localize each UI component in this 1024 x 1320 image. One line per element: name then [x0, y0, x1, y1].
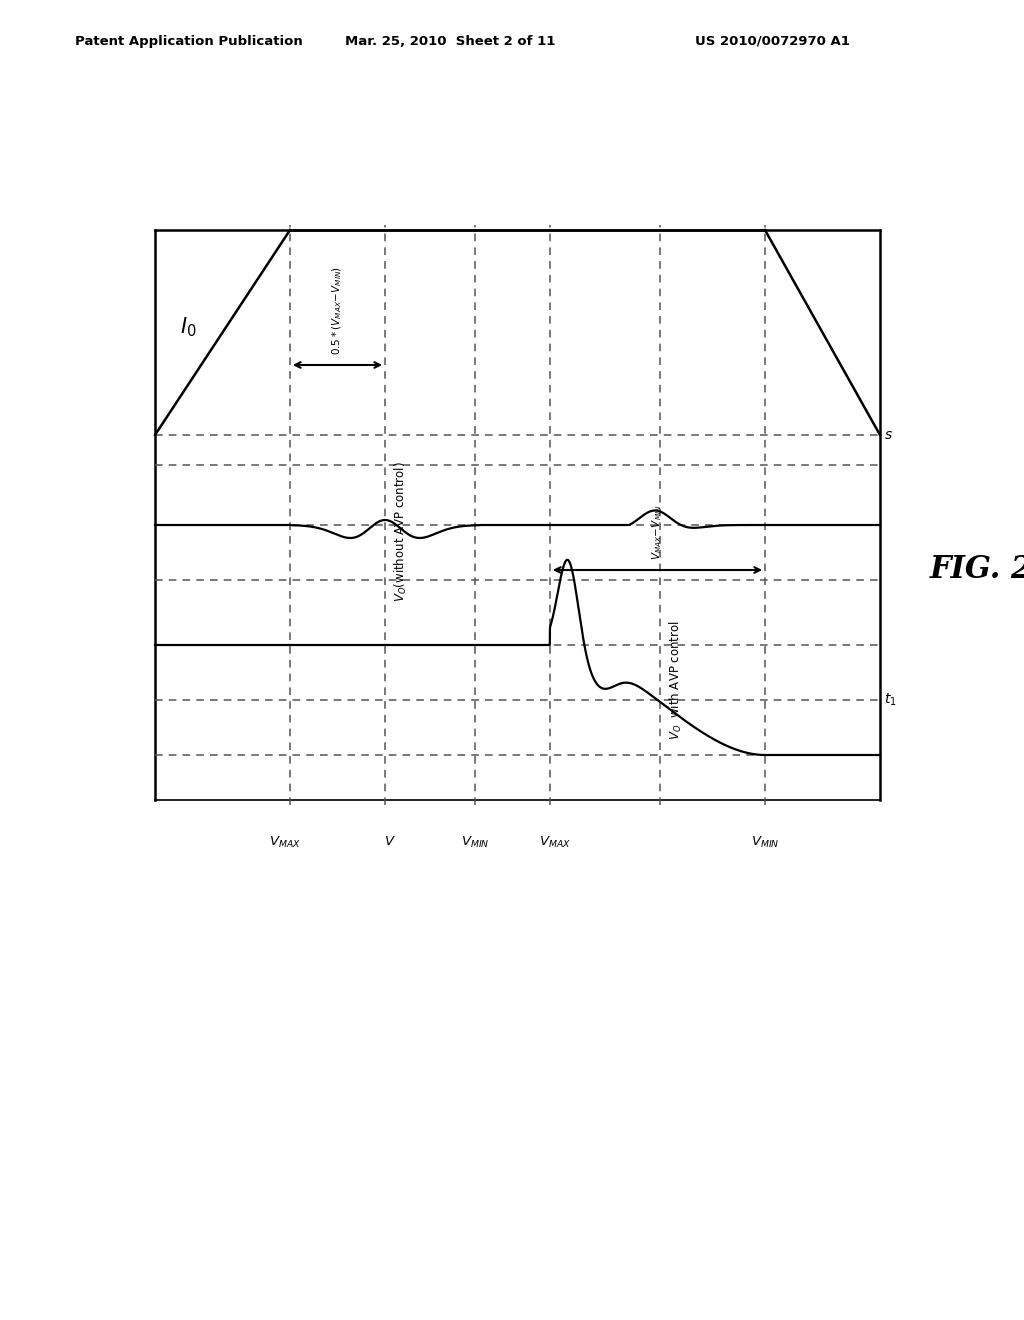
Text: $V_O$  with AVP control: $V_O$ with AVP control	[668, 620, 684, 741]
Text: Mar. 25, 2010  Sheet 2 of 11: Mar. 25, 2010 Sheet 2 of 11	[345, 36, 555, 48]
Text: $s$: $s$	[884, 428, 893, 442]
Text: $V_{MIN}$: $V_{MIN}$	[461, 836, 489, 850]
Text: $V_{MIN}$: $V_{MIN}$	[751, 836, 779, 850]
Text: $I_0$: $I_0$	[180, 315, 197, 339]
Text: $V_{MAX}\!-\!V_{MIN}$: $V_{MAX}\!-\!V_{MIN}$	[650, 504, 665, 560]
Text: $V_{MAX}$: $V_{MAX}$	[539, 836, 571, 850]
Text: $0.5*(V_{MAX}\!-\!V_{MIN})$: $0.5*(V_{MAX}\!-\!V_{MIN})$	[331, 265, 344, 355]
Text: $V_{MAX}$: $V_{MAX}$	[269, 836, 301, 850]
Text: US 2010/0072970 A1: US 2010/0072970 A1	[695, 36, 850, 48]
Text: $V_O$(without AVP control): $V_O$(without AVP control)	[393, 462, 410, 602]
Text: Patent Application Publication: Patent Application Publication	[75, 36, 303, 48]
Text: FIG. 2: FIG. 2	[930, 554, 1024, 586]
Text: $V$: $V$	[384, 836, 396, 847]
Text: $t_1$: $t_1$	[884, 692, 897, 709]
